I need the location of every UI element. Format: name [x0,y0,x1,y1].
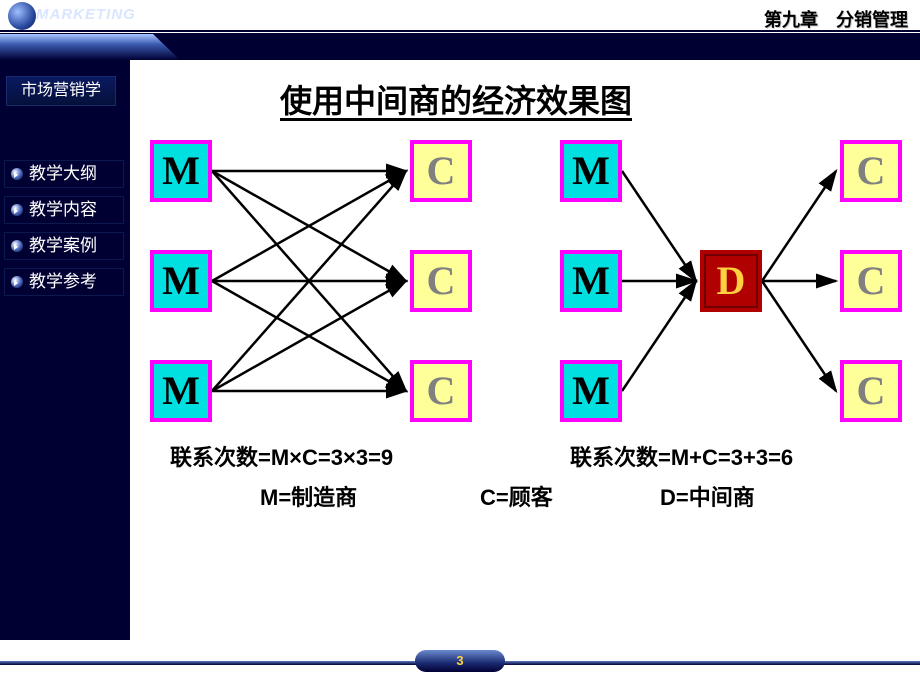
nav-label: 教学参考 [29,269,97,295]
nav-label: 教学大纲 [29,161,97,187]
left-caption: 联系次数=M×C=3×3=9 [170,440,393,472]
nav-item-reference[interactable]: 教学参考 [4,268,124,296]
right-caption: 联系次数=M+C=3+3=6 [570,440,793,472]
node-m: M [560,250,622,312]
nav-label: 教学内容 [29,197,97,223]
node-c: C [840,140,902,202]
footer: 3 [0,640,920,690]
nav-item-content[interactable]: 教学内容 [4,196,124,224]
bullet-icon [11,204,23,216]
node-c: C [840,250,902,312]
node-m: M [150,140,212,202]
node-m: M [560,360,622,422]
logo-sphere [8,2,36,30]
chapter-label: 第九章 分销管理 [764,6,908,32]
legend-c: C=顾客 [480,480,553,512]
page-number: 3 [415,650,505,672]
legend-d: D=中间商 [660,480,755,512]
nav-item-cases[interactable]: 教学案例 [4,232,124,260]
bullet-icon [11,168,23,180]
bullet-icon [11,240,23,252]
node-m: M [560,140,622,202]
header-accent [0,34,180,60]
node-m: M [150,360,212,422]
node-c: C [410,360,472,422]
brand-text: MARKETING [36,6,136,23]
bullet-icon [11,276,23,288]
diagram-area: MMMCCCMMMDCCC [130,140,920,480]
node-c: C [410,140,472,202]
node-c: C [840,360,902,422]
course-title: 市场营销学 [6,76,116,106]
nav-item-syllabus[interactable]: 教学大纲 [4,160,124,188]
main-content: 使用中间商的经济效果图 MMMCCCMMMDCCC 联系次数=M×C=3×3=9… [130,60,920,640]
node-d: D [700,250,762,312]
sidebar [0,60,130,640]
slide-title: 使用中间商的经济效果图 [280,76,632,122]
nav-label: 教学案例 [29,233,97,259]
connectors-svg [130,140,920,440]
nav-menu: 教学大纲 教学内容 教学案例 教学参考 [4,160,124,304]
node-m: M [150,250,212,312]
node-c: C [410,250,472,312]
legend-m: M=制造商 [260,480,357,512]
header-bar: MARKETING 第九章 分销管理 [0,0,920,60]
